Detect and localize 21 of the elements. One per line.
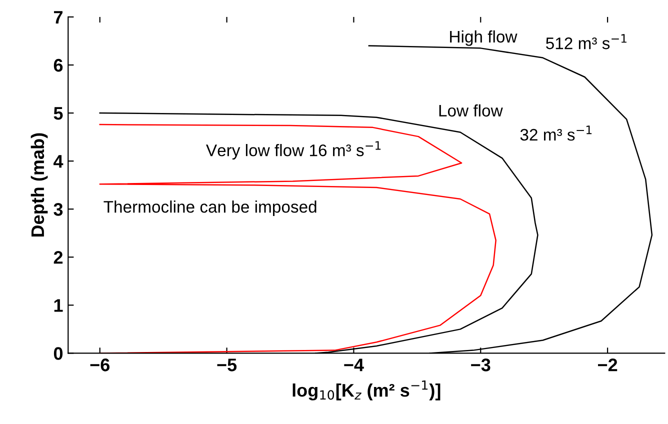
annotation: Low flow bbox=[439, 104, 503, 117]
y-tick-label: 3 bbox=[54, 203, 63, 216]
x-tick-label: −4 bbox=[344, 358, 364, 372]
y-tick-label: 0 bbox=[54, 347, 63, 360]
y-tick-label: 4 bbox=[54, 155, 64, 168]
x-tick-label: −3 bbox=[471, 358, 490, 372]
x-axis-title: log$_{10}$[K$_{z}$ (m² s$^{−1}$)] bbox=[292, 380, 440, 400]
y-tick-label: 6 bbox=[54, 58, 63, 72]
y-axis-title: Depth (mab) bbox=[30, 133, 48, 237]
y-tick-label: 1 bbox=[54, 299, 63, 312]
y-tick-label: 5 bbox=[54, 107, 63, 120]
x-tick-label: −2 bbox=[598, 358, 618, 372]
annotation: 512 m³ s$^{−1}$ bbox=[546, 34, 626, 50]
x-tick-label: −6 bbox=[90, 358, 110, 372]
annotation: Very low flow 16 m³ s$^{−1}$ bbox=[206, 141, 381, 160]
annotation: 32 m³ s$^{−1}$ bbox=[520, 126, 592, 141]
y-tick-label: 7 bbox=[54, 11, 62, 24]
annotation: Thermocline can be imposed bbox=[104, 200, 316, 216]
annotation: High flow bbox=[450, 30, 518, 46]
x-tick-label: −5 bbox=[217, 358, 237, 372]
y-tick-label: 2 bbox=[54, 251, 63, 264]
